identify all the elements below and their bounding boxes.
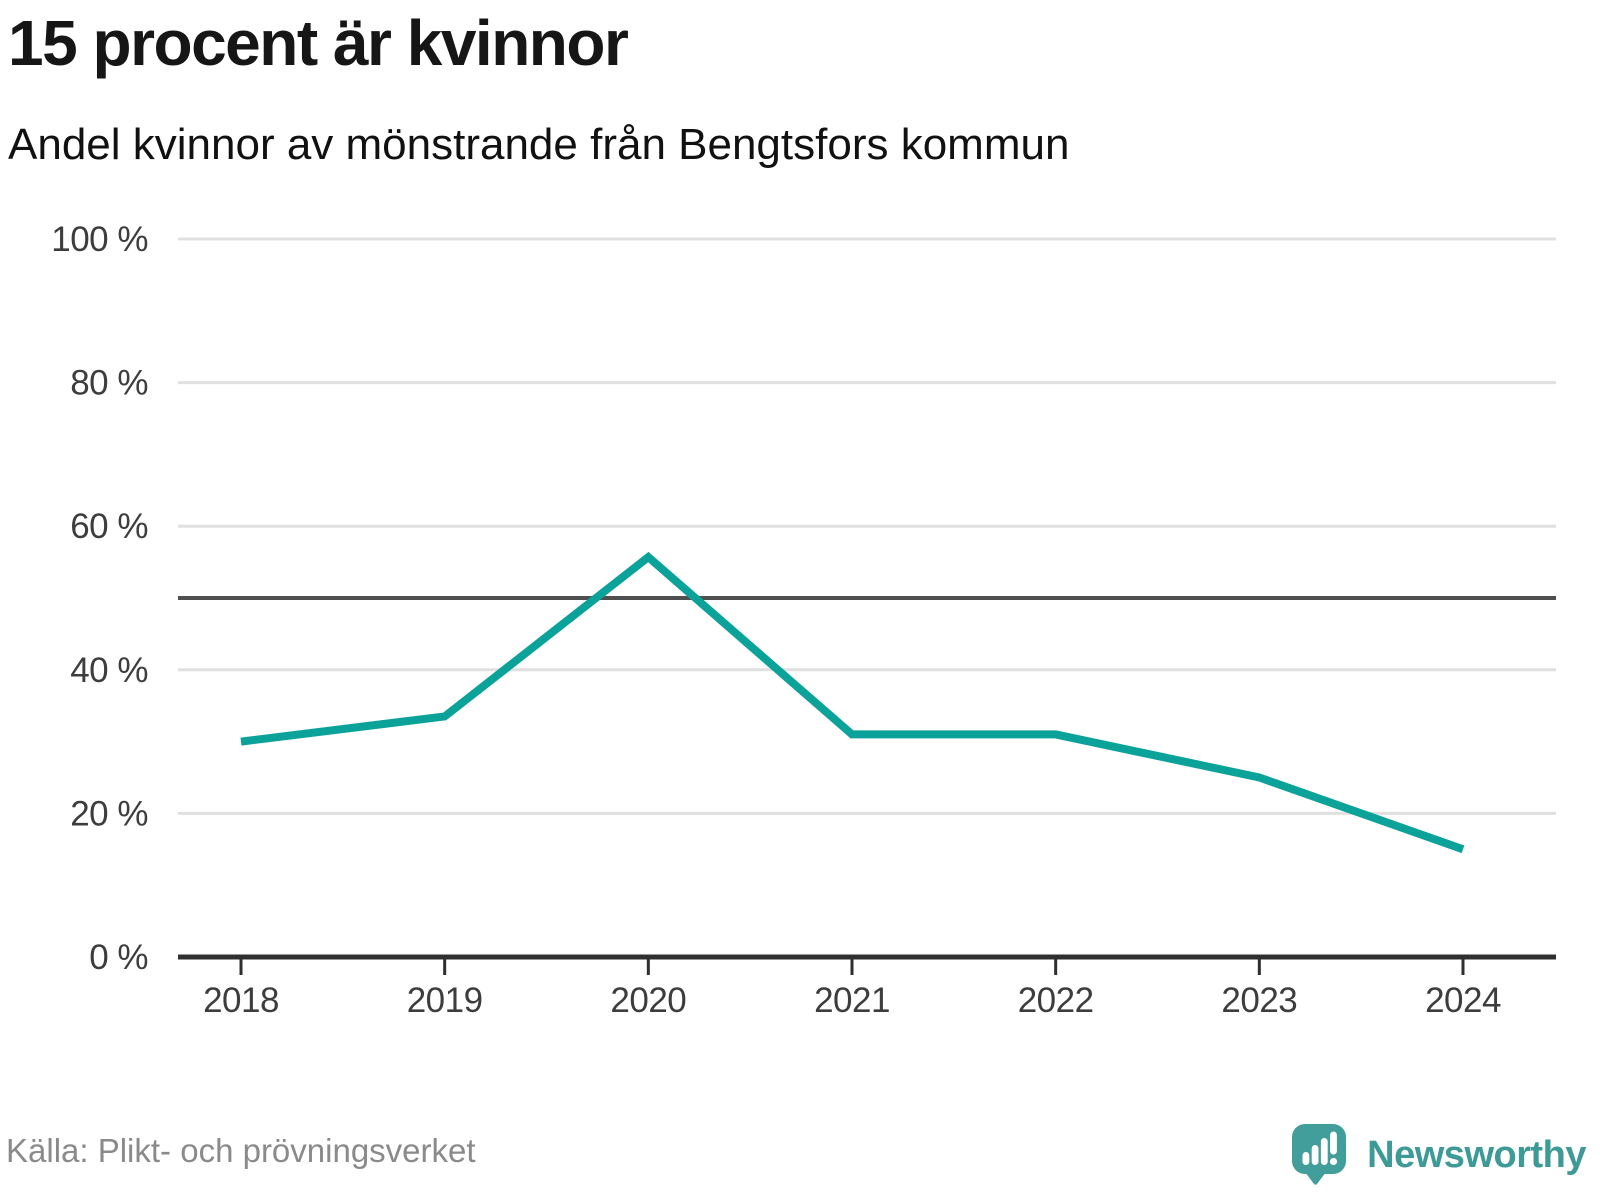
x-axis-label-2018: 2018	[203, 981, 279, 1020]
y-axis-label-80: 80 %	[70, 364, 148, 403]
x-axis-label-2023: 2023	[1221, 981, 1297, 1020]
bar-1	[1302, 1152, 1310, 1165]
y-axis-label-0: 0 %	[89, 938, 148, 977]
speech-bubble-shape	[1292, 1124, 1347, 1185]
exclamation-dot	[1330, 1157, 1338, 1166]
x-axis-label-2021: 2021	[814, 981, 890, 1020]
y-axis-label-60: 60 %	[70, 507, 148, 546]
bar-2	[1311, 1145, 1319, 1165]
exclamation-stem	[1330, 1131, 1338, 1155]
data-line-series	[240, 551, 1465, 854]
bar-3	[1321, 1138, 1328, 1165]
chart-title: 15 procent är kvinnor	[8, 7, 629, 79]
newsworthy-icon	[1292, 1124, 1347, 1185]
x-axis-label-2022: 2022	[1018, 981, 1094, 1020]
y-axis-label-40: 40 %	[70, 651, 148, 690]
x-axis-label-2019: 2019	[407, 981, 483, 1020]
y-axis-label-20: 20 %	[70, 794, 148, 833]
x-axis-label-2020: 2020	[610, 981, 686, 1020]
y-axis-label-100: 100 %	[51, 220, 148, 259]
x-axis-label-2024: 2024	[1425, 981, 1501, 1020]
source-note: Källa: Plikt- och prövningsverket	[6, 1132, 476, 1169]
chart-subtitle: Andel kvinnor av mönstrande från Bengtsf…	[8, 120, 1070, 169]
newsworthy-wordmark: Newsworthy	[1367, 1133, 1586, 1176]
newsworthy-logo: Newsworthy	[1292, 1124, 1586, 1186]
